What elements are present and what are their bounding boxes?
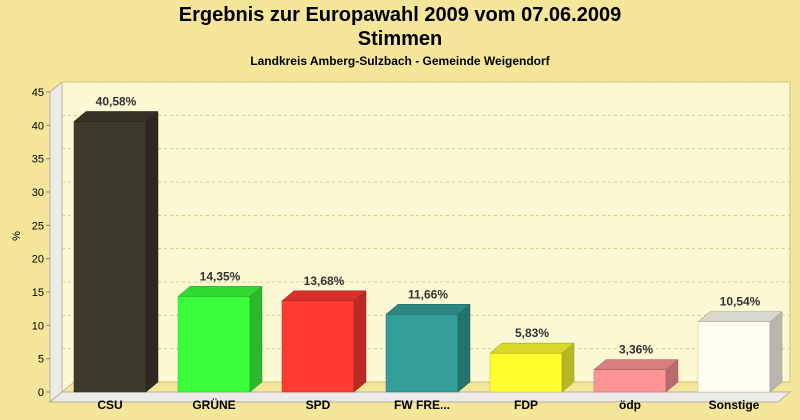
data-label: 14,35% (200, 269, 241, 283)
bar-side (145, 110, 159, 393)
bar-side (769, 311, 783, 393)
y-tick-label: 35 (32, 154, 44, 166)
x-tick-label: FDP (514, 398, 538, 412)
bar-top (697, 311, 783, 322)
y-tick-label: 40 (32, 120, 44, 132)
bar-top (73, 111, 159, 122)
bar-fw-fre- (385, 303, 471, 393)
y-axis-label: % (11, 231, 23, 241)
data-label: 5,83% (515, 326, 549, 340)
y-tick-label: 5 (38, 354, 44, 366)
bar-front (489, 352, 563, 393)
bar-top (385, 304, 471, 315)
x-tick-label: CSU (97, 398, 122, 412)
x-tick-label: GRÜNE (192, 397, 235, 412)
x-tick-label: Sonstige (709, 398, 760, 412)
x-tick-label: SPD (306, 398, 331, 412)
bar-side (249, 285, 263, 393)
bar-front (593, 369, 667, 393)
data-label: 10,54% (720, 295, 761, 309)
bar-gr-ne (177, 285, 263, 393)
y-tick-label: 15 (32, 287, 44, 299)
y-tick-label: 25 (32, 220, 44, 232)
bar-front (281, 300, 355, 393)
data-label: 13,68% (304, 274, 345, 288)
bar-side (457, 303, 471, 393)
bar-front (385, 314, 459, 393)
bar-top (281, 290, 367, 302)
left-wall (49, 80, 63, 404)
bar-fdp (489, 342, 575, 393)
bar-csu (73, 110, 159, 393)
plot-floor (48, 391, 792, 403)
data-label: 40,58% (96, 94, 137, 108)
x-tick-label: ödp (619, 398, 641, 412)
bar-side (353, 290, 367, 393)
bar--dp (593, 359, 679, 393)
chart-caption: Landkreis Amberg-Sulzbach - Gemeinde Wei… (250, 54, 550, 68)
data-label: 3,36% (619, 343, 653, 357)
bar-front (73, 121, 147, 393)
x-tick-label: FW FRE... (394, 398, 450, 412)
y-tick-label: 20 (32, 254, 44, 266)
chart-title: Ergebnis zur Europawahl 2009 vom 07.06.2… (178, 4, 622, 26)
bar-top (489, 342, 575, 354)
bar-sonstige (697, 311, 783, 393)
y-tick-label: 45 (32, 87, 44, 99)
y-tick-label: 0 (38, 387, 44, 399)
chart-subtitle: Stimmen (357, 28, 443, 50)
bar-front (697, 321, 771, 393)
y-tick-label: 10 (32, 320, 44, 332)
bar-front (177, 296, 251, 393)
bar-top (593, 359, 679, 370)
y-tick-label: 30 (32, 187, 44, 199)
bar-spd (281, 290, 367, 393)
data-label: 11,66% (408, 287, 448, 301)
bar-top (177, 286, 263, 297)
